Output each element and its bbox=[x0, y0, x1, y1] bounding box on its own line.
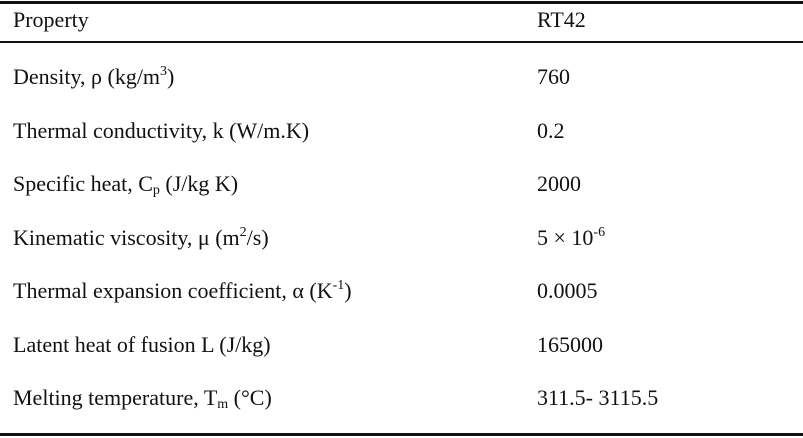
cell-text: 0.0005 bbox=[537, 278, 598, 303]
cell-text: Melting temperature, T bbox=[13, 385, 218, 410]
cell-text: 0.2 bbox=[537, 117, 565, 143]
cell-text: 5 × 10 bbox=[537, 224, 594, 250]
header-cell: Property bbox=[13, 7, 89, 32]
table-cell: 0.0005 bbox=[537, 278, 598, 304]
table-cell: 0.2 bbox=[537, 118, 565, 144]
cell-text: Thermal expansion coefficient, α (K bbox=[13, 278, 333, 303]
table-cell: Thermal conductivity, k (W/m.K) bbox=[13, 118, 309, 144]
table-cell: Density, ρ (kg/m3) bbox=[13, 64, 174, 90]
cell-text: 760 bbox=[537, 64, 570, 89]
cell-text: Thermal conductivity, k (W/m.K) bbox=[13, 117, 310, 143]
table-cell: Thermal expansion coefficient, α (K-1) bbox=[13, 278, 352, 304]
subscript: p bbox=[152, 183, 160, 198]
header-rule bbox=[0, 41, 803, 43]
table-cell: 760 bbox=[537, 64, 570, 90]
table-cell: Latent heat of fusion L (J/kg) bbox=[13, 332, 271, 358]
table-cell: 165000 bbox=[537, 332, 603, 358]
cell-text: Density, ρ (kg/m bbox=[13, 64, 161, 89]
cell-text: Specific heat, C bbox=[13, 171, 153, 196]
cell-text: (°C) bbox=[228, 385, 272, 410]
table-cell: 311.5- 3115.5 bbox=[537, 385, 658, 411]
table-cell: 5 × 10-6 bbox=[537, 225, 605, 251]
cell-text: /s) bbox=[246, 224, 269, 250]
table-cell: Specific heat, Cp (J/kg K) bbox=[13, 171, 239, 198]
header-cell: RT42 bbox=[537, 7, 586, 32]
cell-text: 2000 bbox=[537, 171, 581, 196]
subscript: m bbox=[217, 397, 229, 412]
top-rule bbox=[0, 1, 803, 4]
superscript: -6 bbox=[593, 224, 606, 240]
table-cell: Melting temperature, Tm (°C) bbox=[13, 385, 272, 412]
cell-text: (J/kg K) bbox=[159, 171, 239, 196]
table-cell: Kinematic viscosity, μ (m2/s) bbox=[13, 225, 269, 251]
cell-text: Kinematic viscosity, μ (m bbox=[13, 224, 240, 250]
superscript: -1 bbox=[332, 278, 345, 293]
cell-text: Latent heat of fusion L (J/kg) bbox=[13, 331, 271, 357]
superscript: 2 bbox=[239, 224, 247, 240]
superscript: 3 bbox=[160, 64, 168, 79]
cell-text: 311.5- 3115.5 bbox=[537, 385, 659, 410]
cell-text: ) bbox=[167, 64, 175, 89]
cell-text: 165000 bbox=[537, 331, 603, 357]
table-cell: 2000 bbox=[537, 171, 581, 197]
cell-text: ) bbox=[344, 278, 352, 303]
bottom-rule bbox=[0, 433, 803, 436]
